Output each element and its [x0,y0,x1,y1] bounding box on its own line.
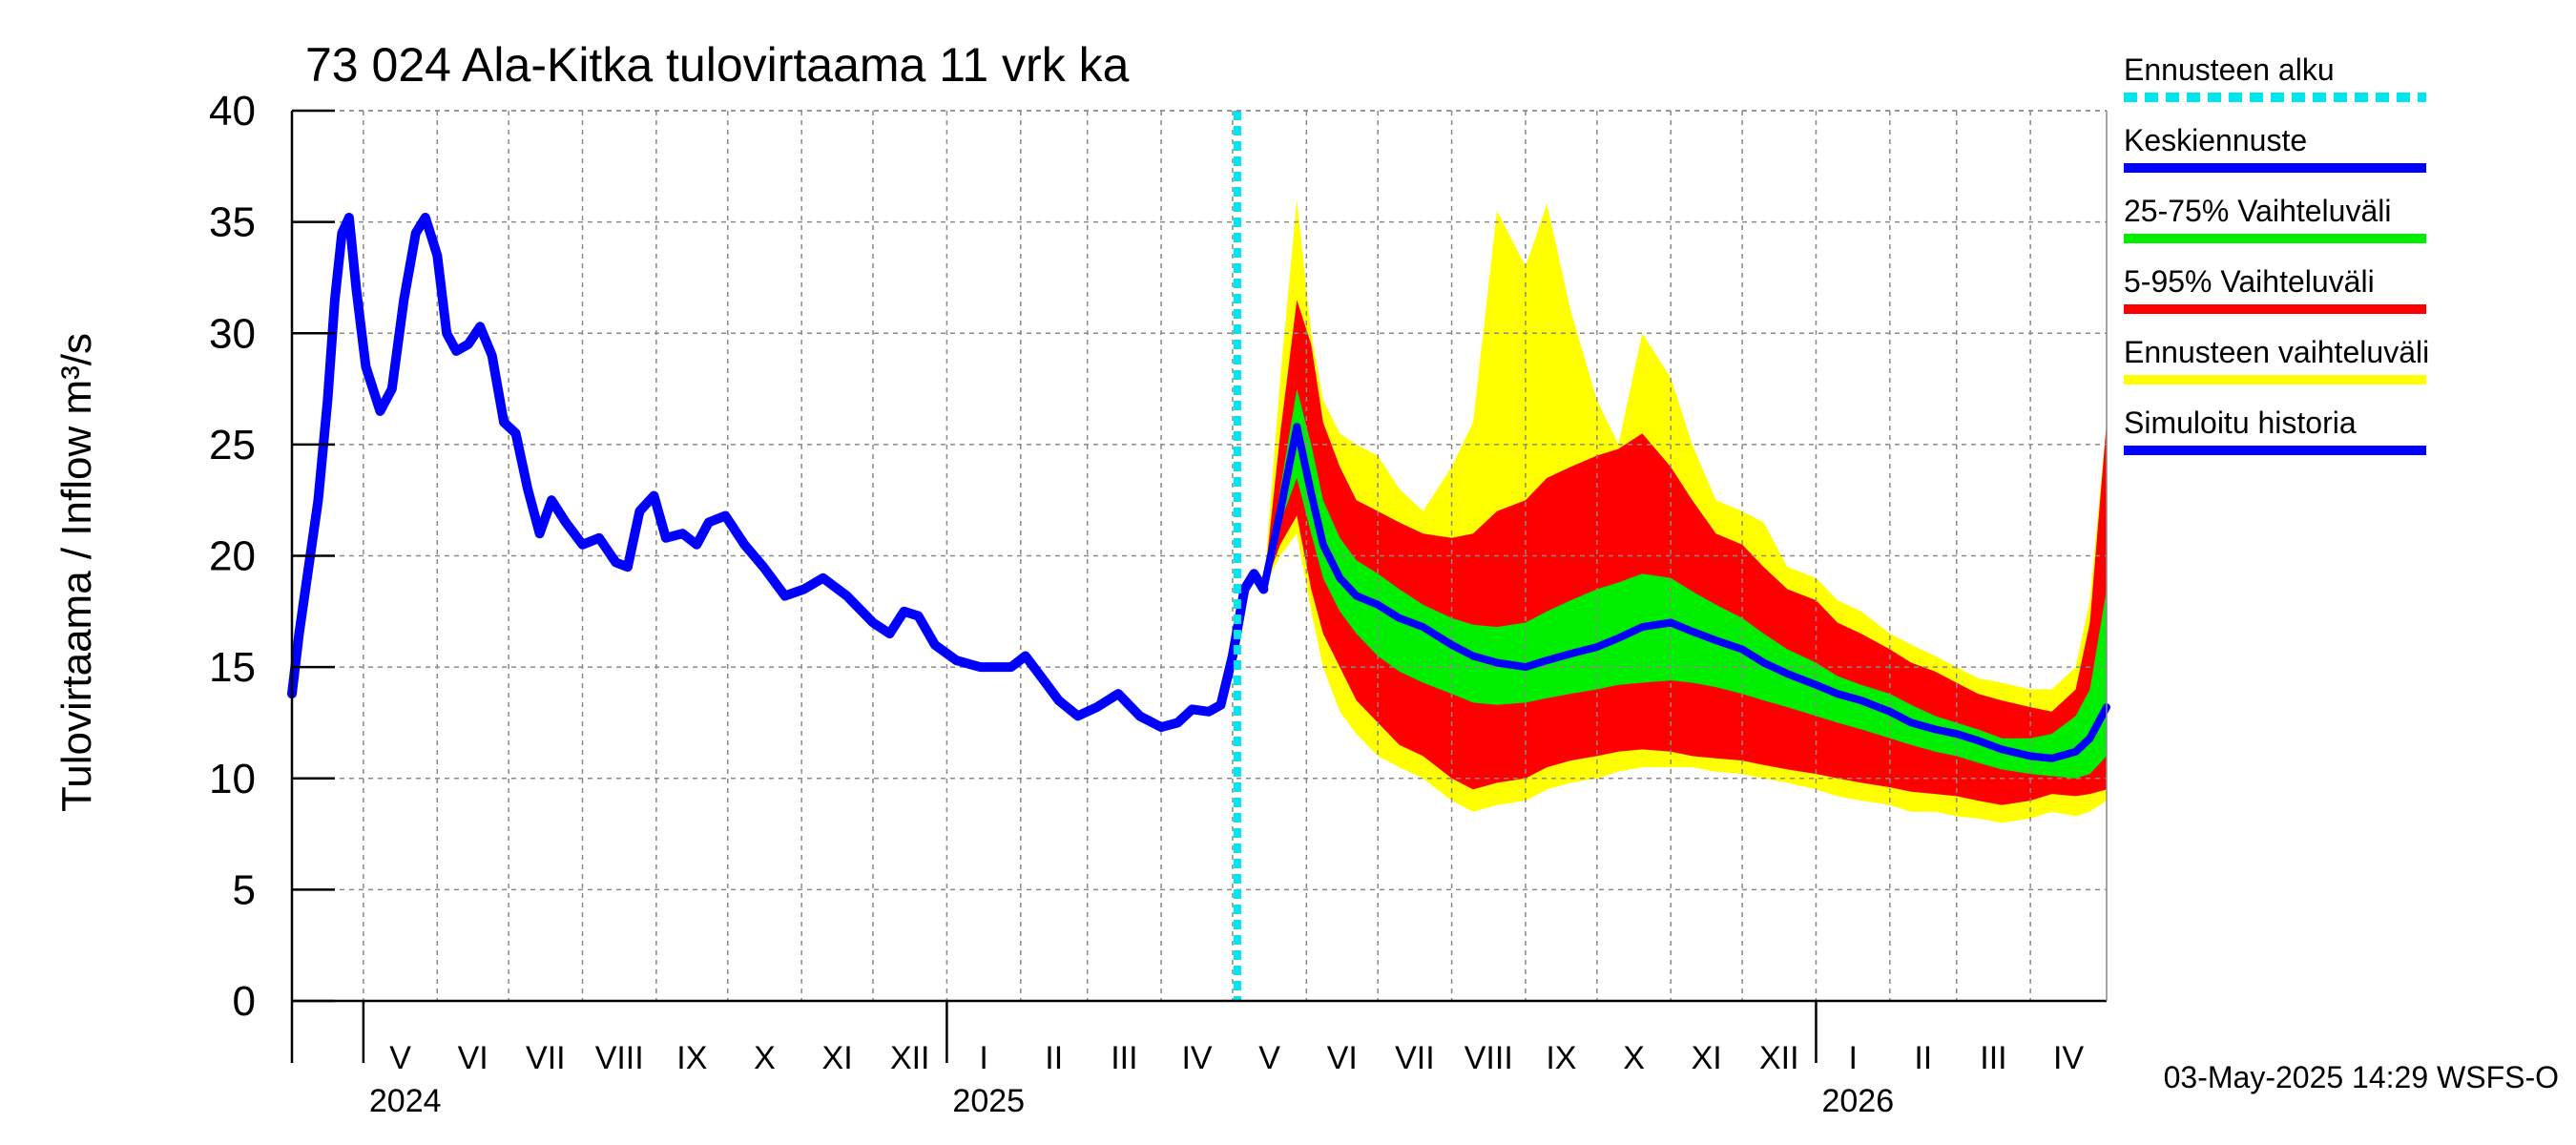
grid-lines [292,110,2107,1001]
month-label-2025-10-01: X [1623,1040,1645,1076]
year-label-2025: 2025 [952,1083,1025,1119]
month-label-2026-03-01: III [1980,1040,2006,1076]
p25-75-band [1263,388,2107,779]
month-label-2026-01-01: I [1848,1040,1857,1076]
y-tick-label-5: 5 [233,866,256,913]
month-label-2025-08-01: VIII [1465,1040,1513,1076]
chart-title: 73 024 Ala-Kitka tulovirtaama 11 vrk ka [305,38,1130,92]
month-label-2026-02-01: II [1914,1040,1932,1076]
y-tick-label-35: 35 [209,199,256,246]
legend-label-p5_95: 5-95% Vaihteluväli [2124,264,2375,299]
year-label-2026: 2026 [1821,1083,1894,1119]
legend-label-ensemble_range: Ennusteen vaihteluväli [2124,335,2429,369]
month-label-2025-07-01: VII [1395,1040,1435,1076]
axes [290,109,2108,1063]
month-label-2025-12-01: XII [1759,1040,1799,1076]
p5-95-band [1263,300,2107,805]
y-tick-label-40: 40 [209,88,256,135]
forecast-bands [1263,199,2107,823]
median-line [1259,423,2110,762]
footer-timestamp: 03-May-2025 14:29 WSFS-O [2164,1060,2559,1094]
month-label-2026-04-01: IV [2053,1040,2084,1076]
y-tick-label-30: 30 [209,310,256,357]
month-label-2024-12-01: XII [890,1040,930,1076]
month-label-2024-06-01: VI [458,1040,488,1076]
month-label-2025-03-01: III [1111,1040,1137,1076]
legend-label-p25_75: 25-75% Vaihteluväli [2124,194,2391,228]
y-tick-label-10: 10 [209,756,256,802]
month-label-2024-05-01: V [389,1040,411,1076]
month-label-2025-01-01: I [979,1040,987,1076]
y-tick-label-15: 15 [209,644,256,691]
y-tick-label-20: 20 [209,533,256,580]
month-label-2025-11-01: XI [1692,1040,1722,1076]
month-label-2024-10-01: X [754,1040,776,1076]
month-label-2024-08-01: VIII [595,1040,644,1076]
legend-label-history: Simuloitu historia [2124,406,2357,440]
month-label-2025-04-01: IV [1181,1040,1212,1076]
series-lines [287,111,2110,1001]
y-axis-label: Tulovirtaama / Inflow m³/s [53,333,100,812]
month-label-2025-02-01: II [1045,1040,1063,1076]
y-tick-label-0: 0 [233,978,256,1025]
legend-label-median: Keskiennuste [2124,123,2307,157]
month-label-2025-09-01: IX [1546,1040,1576,1076]
y-tick-label-25: 25 [209,422,256,468]
legend: Ennusteen alku Keskiennuste 25-75% Vaihtel… [2124,52,2429,455]
month-label-2025-05-01: V [1258,1040,1280,1076]
month-label-2024-11-01: XI [822,1040,853,1076]
month-label-2025-06-01: VI [1327,1040,1358,1076]
year-label-2024: 2024 [369,1083,442,1119]
month-label-2024-09-01: IX [676,1040,707,1076]
legend-label-forecast_start: Ennusteen alku [2124,52,2335,87]
history-line [287,213,1269,733]
month-label-2024-07-01: VII [526,1040,566,1076]
